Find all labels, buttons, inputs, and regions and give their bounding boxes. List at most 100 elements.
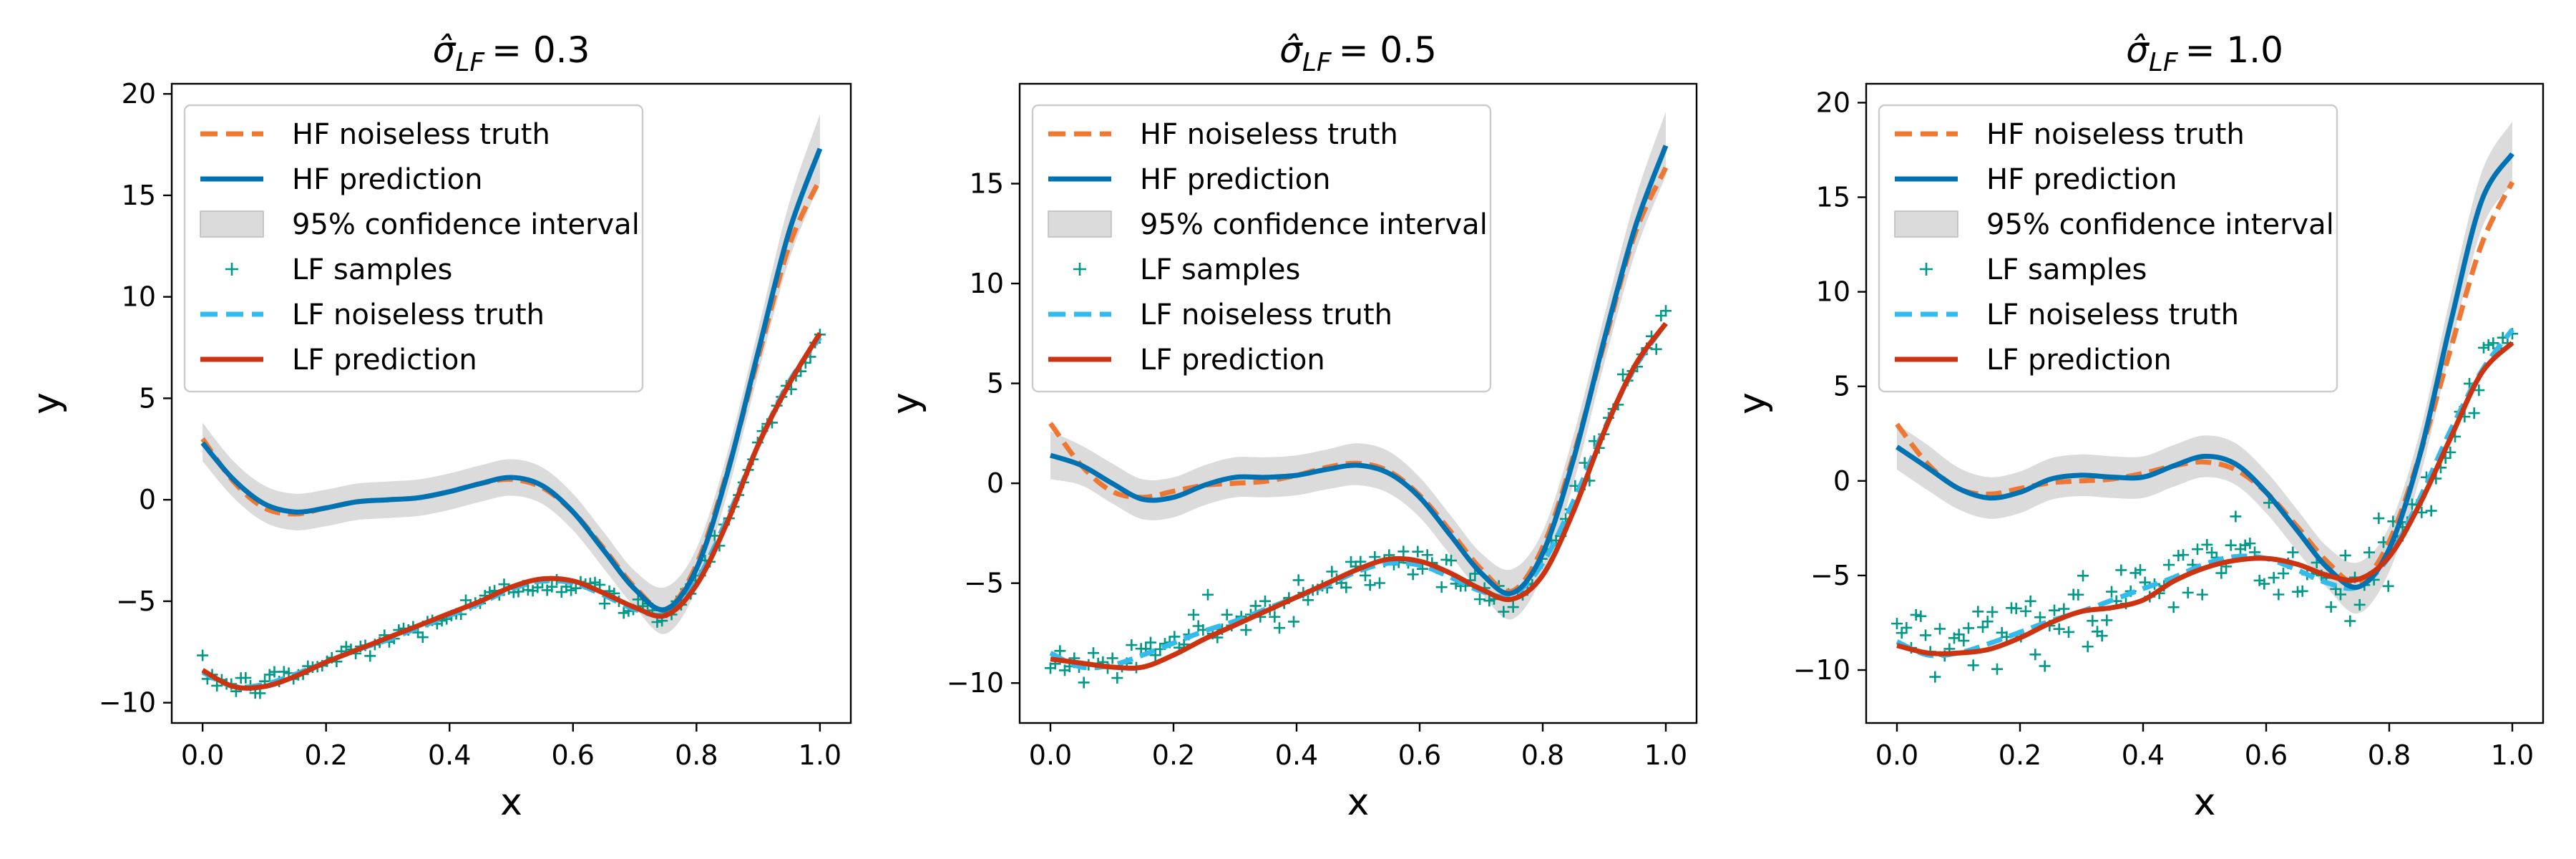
lf-sample-point — [2167, 601, 2180, 613]
lf-sample-point — [2206, 546, 2218, 558]
lf-sample-point — [268, 666, 280, 678]
lf-sample-point — [1054, 645, 1066, 657]
lf-sample-point — [1435, 581, 1448, 593]
lf-sample-point — [2278, 568, 2289, 580]
legend-label: 95% confidence interval — [1140, 208, 1488, 241]
lf-sample-point — [2106, 586, 2117, 598]
lf-sample-point — [1660, 305, 1672, 317]
lf-sample-point — [2382, 580, 2394, 592]
lf-sample-point — [2225, 539, 2237, 551]
lf-sample-point — [1340, 581, 1352, 593]
lf-sample-point — [2244, 538, 2256, 550]
legend-label: LF samples — [1140, 253, 1300, 286]
lf-sample-point — [1149, 649, 1161, 661]
lf-sample-point — [1240, 624, 1252, 636]
lf-sample-point — [1249, 600, 1262, 612]
lf-sample-point — [2115, 564, 2127, 576]
lf-sample-point — [1145, 636, 1156, 649]
y-tick-label: 0 — [987, 467, 1004, 499]
lf-sample-point — [1953, 629, 1965, 641]
panel-1: 0.0 0.2 0.4 0.6 0.8 1.0 −10 −5 0 5 10 15 20 x y σ̂LF = 0… — [25, 29, 852, 824]
lf-sample-point — [2273, 588, 2285, 601]
lf-sample-point — [565, 584, 577, 596]
lf-truth-line — [1896, 328, 2514, 659]
lf-sample-point — [2373, 513, 2385, 525]
legend-label: LF noiseless truth — [1140, 299, 1392, 331]
lf-sample-point — [2072, 588, 2084, 601]
lf-sample-point — [2473, 384, 2485, 397]
lf-sample-point — [2215, 567, 2228, 579]
lf-sample-point — [2135, 564, 2146, 576]
lf-sample-point — [1617, 368, 1629, 380]
lf-sample-point — [1986, 606, 1999, 618]
lf-sample-point — [1407, 568, 1419, 581]
lf-sample-point — [555, 586, 567, 598]
y-tick-label: −5 — [116, 586, 156, 617]
lf-sample-point — [1302, 594, 1314, 606]
legend-swatch — [1894, 210, 1958, 238]
y-tick-label: 0 — [139, 484, 156, 515]
confidence-band — [1050, 112, 1666, 620]
legend-box — [1878, 104, 2338, 393]
x-tick-label: 1.0 — [799, 739, 841, 771]
lf-sample-point — [2039, 660, 2051, 672]
lf-sample-point — [2482, 339, 2494, 351]
x-tick-label: 0.6 — [2245, 739, 2288, 771]
lf-sample-point — [570, 582, 582, 594]
x-tick-label: 0.2 — [1999, 739, 2041, 771]
y-tick-label: −5 — [1810, 560, 1850, 591]
x-tick-label: 0.6 — [552, 739, 595, 771]
lf-sample-point — [2353, 598, 2366, 611]
hf-prediction-line — [1896, 152, 2514, 590]
lf-sample-point — [1981, 616, 1994, 628]
lf-sample-point — [1374, 577, 1385, 589]
axes-frame — [170, 82, 852, 724]
lf-sample-point — [2335, 588, 2346, 601]
lf-sample-point — [2058, 603, 2070, 615]
lf-sample-point — [340, 641, 352, 653]
lf-sample-point — [618, 607, 630, 619]
lf-sample-point — [1259, 595, 1271, 607]
x-tick-label: 0.6 — [1398, 739, 1441, 771]
lf-sample-point — [1088, 647, 1099, 659]
lf-sample-point — [1111, 672, 1123, 684]
lf-sample-point — [2258, 578, 2270, 590]
lf-sample-point — [1292, 574, 1304, 586]
y-tick-label: 20 — [122, 78, 156, 110]
legend-label: LF prediction — [1986, 344, 2172, 377]
x-tick-label: 0.8 — [2368, 739, 2411, 771]
lf-sample-point — [1202, 588, 1214, 601]
y-axis-label: y — [884, 392, 927, 414]
lf-sample-point — [1274, 622, 1285, 634]
lf-sample-point — [1896, 627, 1908, 639]
lf-sample-point — [1355, 555, 1367, 568]
plot-area — [1045, 112, 1672, 689]
lf-sample-point — [2487, 337, 2499, 349]
y-tick-label: 10 — [970, 268, 1004, 299]
lf-sample-point — [1910, 608, 1922, 621]
axes-frame — [1865, 82, 2545, 724]
panel-3: 0.0 0.2 0.4 0.6 0.8 1.0 −10 −5 0 5 10 15 20 x y σ̂LF = 1… — [1731, 29, 2545, 824]
lf-sample-point — [278, 666, 290, 678]
x-tick-label: 0.4 — [1275, 739, 1318, 771]
lf-sample-point — [1221, 608, 1233, 621]
lf-prediction-line — [201, 331, 822, 691]
x-axis-label: x — [500, 781, 522, 824]
lf-sample-point — [197, 649, 209, 661]
legend-box — [183, 104, 644, 393]
lf-prediction-line — [1050, 321, 1668, 671]
lf-sample-point — [589, 576, 601, 588]
legend-label: HF prediction — [1986, 163, 2177, 196]
legend-label: HF noiseless truth — [1140, 118, 1398, 151]
lf-sample-point — [2177, 549, 2189, 561]
lf-sample-point — [1915, 610, 1927, 622]
lf-sample-point — [2296, 585, 2308, 597]
legend-label: 95% confidence interval — [292, 208, 640, 241]
x-axis-label: x — [2194, 781, 2216, 824]
lf-sample-point — [2024, 595, 2036, 607]
lf-sample-point — [1507, 601, 1519, 613]
lf-sample-point — [1920, 629, 1931, 641]
lf-sample-point — [1991, 663, 2003, 675]
lf-sample-point — [211, 679, 223, 691]
lf-sample-point — [364, 650, 376, 662]
